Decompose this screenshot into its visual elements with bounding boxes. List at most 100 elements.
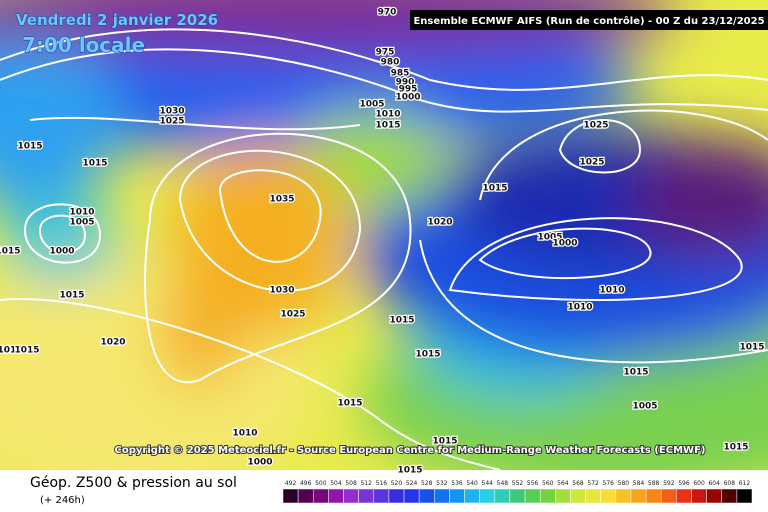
scale-label: 564	[557, 480, 569, 487]
isobar-label: 1025	[159, 117, 184, 127]
isobar-label: 995	[399, 85, 418, 95]
isobar-label: 1015	[0, 247, 21, 257]
isobar-label: 1015	[739, 343, 764, 353]
scale-swatch	[358, 488, 375, 504]
isobar-label: 1025	[280, 310, 305, 320]
isobar-label: 1010	[69, 208, 94, 218]
scale-swatch	[555, 488, 571, 504]
isobar-label: 1005	[69, 218, 94, 228]
footer-lead: (+ 246h)	[40, 495, 85, 506]
isobar-label: 1015	[415, 350, 440, 360]
scale-swatch	[524, 488, 541, 504]
scale-label: 524	[406, 480, 418, 487]
isobar-label: 1010	[599, 286, 624, 296]
isobar-label: 1025	[583, 121, 608, 131]
scale-label: 536	[451, 480, 463, 487]
scale-swatch	[297, 488, 314, 504]
isobar-label: 1000	[552, 239, 577, 249]
scale-swatch	[630, 488, 647, 504]
scale-label: 600	[693, 480, 705, 487]
isobar-label: 1015	[17, 142, 42, 152]
scale-label: 504	[330, 480, 342, 487]
isobar-label: 1015	[389, 316, 414, 326]
isobar-label: 1015	[397, 466, 422, 476]
isobar-label: 975	[376, 48, 395, 58]
scale-swatch	[706, 488, 722, 504]
scale-label: 580	[618, 480, 630, 487]
scale-label: 604	[708, 480, 720, 487]
scale-swatch	[464, 488, 480, 504]
isobar-label: 1015	[59, 291, 84, 301]
isobar-label: 1010	[0, 346, 23, 356]
scale-swatch	[434, 488, 450, 504]
isobar-label: 1005	[359, 100, 384, 110]
isobar-label: 1010	[567, 303, 592, 313]
copyright: Copyright © 2025 Meteociel.fr - Source E…	[115, 445, 706, 456]
scale-label: 496	[300, 480, 312, 487]
field	[0, 0, 768, 470]
scale-label: 556	[527, 480, 539, 487]
footer-title: Géop. Z500 & pression au sol	[30, 475, 237, 491]
scale-label: 576	[603, 480, 615, 487]
isobar-label: 1035	[269, 195, 294, 205]
scale-swatch	[539, 488, 556, 504]
scale-swatch	[645, 488, 662, 504]
scale-label: 584	[633, 480, 645, 487]
scale-label: 520	[391, 480, 403, 487]
scale-swatch	[373, 488, 390, 504]
run-info: Ensemble ECMWF AIFS (Run de contrôle) - …	[413, 15, 764, 27]
isobar-label: 1030	[269, 286, 294, 296]
scale-label: 552	[512, 480, 524, 487]
scale-label: 492	[285, 480, 297, 487]
isobar-label: 1015	[432, 437, 457, 447]
scale-label: 512	[360, 480, 372, 487]
scale-swatch	[615, 488, 632, 504]
run-box	[410, 10, 768, 30]
scale-swatch	[328, 488, 344, 504]
scale-swatch	[600, 488, 617, 504]
isobar-label: 990	[396, 78, 415, 88]
time: 7:00 locale	[22, 33, 145, 57]
isobar-label: 1005	[632, 402, 657, 412]
scale-label: 592	[663, 480, 675, 487]
scale-swatch	[509, 488, 526, 504]
isobar-label: 985	[391, 69, 410, 79]
scale-swatch	[691, 488, 707, 504]
isobar-label: 1015	[623, 368, 648, 378]
scale-label: 596	[678, 480, 690, 487]
scale-label: 508	[345, 480, 357, 487]
scale-label: 572	[587, 480, 599, 487]
isobar-label: 1015	[337, 399, 362, 409]
scale-swatch	[449, 488, 465, 504]
scale-label: 532	[436, 480, 448, 487]
isobar-label: 980	[381, 58, 400, 68]
isobar-label: 1000	[395, 93, 420, 103]
isobar-label: 1020	[100, 338, 125, 348]
isobar-label: 1015	[375, 121, 400, 131]
scale-swatch	[343, 488, 359, 504]
scale-label: 516	[376, 480, 388, 487]
isobar-label: 1000	[247, 458, 272, 468]
scale-label: 540	[466, 480, 478, 487]
scale-swatch	[313, 488, 329, 504]
color-scale: 492 496 500 504 508 512 516 520 524 528 532 536 540 5…	[282, 480, 753, 504]
isobar-labels: 9709759809859909951000100510101015103010…	[0, 6, 766, 477]
isobar-label: 1010	[375, 110, 400, 120]
scale-swatch	[388, 488, 405, 504]
isobar-label: 1005	[537, 233, 562, 243]
scale-label: 560	[542, 480, 554, 487]
scale-label: 568	[572, 480, 584, 487]
scale-label: 612	[739, 480, 751, 487]
scale-swatch	[494, 488, 511, 504]
scale-swatch	[418, 488, 435, 504]
isobar-label: 1010	[232, 429, 257, 439]
date: Vendredi 2 janvier 2026	[16, 11, 218, 29]
scale-swatch	[721, 488, 738, 504]
scale-swatch	[676, 488, 692, 504]
isobars	[0, 28, 768, 470]
isobar-label: 1015	[482, 184, 507, 194]
isobar-label: 1000	[49, 247, 74, 257]
scale-swatch	[660, 488, 677, 504]
scale-label: 608	[724, 480, 736, 487]
isobar-label: 1020	[427, 218, 452, 228]
